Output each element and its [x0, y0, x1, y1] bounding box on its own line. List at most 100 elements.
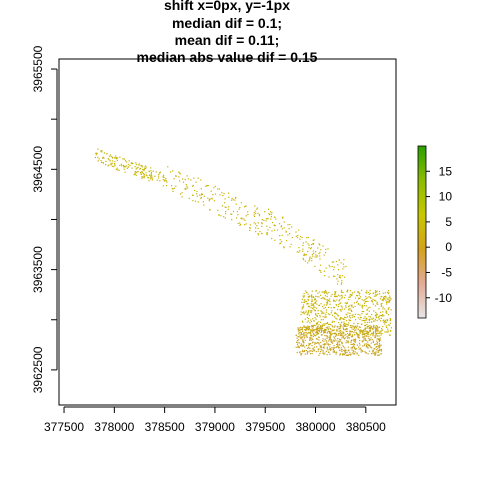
- data-point: [374, 314, 377, 316]
- data-point: [345, 333, 347, 335]
- data-point: [241, 217, 243, 219]
- data-point: [310, 247, 313, 249]
- data-point: [307, 320, 310, 322]
- data-point: [357, 335, 359, 338]
- data-point: [356, 300, 358, 302]
- data-point: [141, 176, 143, 178]
- data-point: [345, 305, 347, 307]
- data-point: [366, 332, 368, 334]
- data-point: [131, 167, 133, 169]
- data-point: [357, 328, 359, 330]
- data-point: [375, 293, 377, 296]
- data-point: [192, 184, 194, 186]
- data-point: [136, 167, 138, 169]
- data-point: [279, 235, 281, 237]
- data-point: [320, 294, 322, 296]
- data-point: [384, 319, 386, 321]
- data-point: [253, 222, 255, 224]
- data-point: [303, 344, 305, 346]
- data-point: [366, 327, 368, 329]
- data-point: [356, 294, 358, 297]
- data-point: [306, 237, 308, 239]
- data-point: [281, 234, 283, 236]
- x-axis: 377500 378000 378500 379000 379500 380000 3805…: [44, 406, 386, 434]
- data-point: [314, 298, 316, 300]
- data-point: [371, 339, 373, 341]
- x-tick-label: 378000: [94, 420, 134, 434]
- data-point: [368, 337, 370, 339]
- data-point: [283, 221, 285, 223]
- data-point: [326, 322, 329, 325]
- data-point: [320, 331, 322, 334]
- data-point: [368, 328, 370, 330]
- data-point: [387, 324, 389, 326]
- data-point: [313, 329, 315, 331]
- data-point: [305, 254, 307, 256]
- data-point: [354, 348, 356, 350]
- data-point: [312, 307, 314, 309]
- data-point: [103, 157, 105, 159]
- data-point: [349, 307, 351, 309]
- data-point: [330, 341, 332, 343]
- data-point: [314, 299, 316, 301]
- data-point: [313, 349, 315, 351]
- data-point: [348, 337, 350, 339]
- data-point: [139, 168, 141, 170]
- data-point: [377, 316, 379, 318]
- data-point: [364, 337, 366, 339]
- data-point: [334, 339, 336, 341]
- data-point: [333, 299, 335, 301]
- data-point: [133, 174, 135, 176]
- data-point: [378, 350, 380, 352]
- data-point: [375, 317, 377, 319]
- data-point: [237, 214, 239, 216]
- data-point: [368, 319, 370, 321]
- data-point: [178, 171, 180, 173]
- data-point: [308, 318, 310, 320]
- data-point: [386, 301, 388, 304]
- data-point: [94, 156, 96, 159]
- data-point: [352, 345, 355, 348]
- data-point: [335, 334, 337, 336]
- data-point: [383, 296, 385, 298]
- data-point: [299, 331, 301, 333]
- data-point: [306, 347, 309, 349]
- data-point: [378, 347, 380, 349]
- data-point: [154, 175, 156, 177]
- data-point: [363, 329, 365, 331]
- data-point: [315, 318, 317, 320]
- data-point: [388, 300, 390, 302]
- data-point: [344, 347, 346, 349]
- data-point: [310, 300, 313, 303]
- data-point: [170, 171, 172, 173]
- data-point: [308, 247, 310, 249]
- data-point: [325, 267, 327, 269]
- data-point: [239, 206, 241, 209]
- data-point: [364, 338, 366, 340]
- data-point: [313, 324, 315, 326]
- data-point: [333, 321, 335, 323]
- data-point: [97, 160, 99, 162]
- data-point: [110, 156, 112, 158]
- data-point: [326, 354, 328, 356]
- data-point: [323, 347, 325, 349]
- data-point: [306, 352, 308, 354]
- data-point: [148, 180, 150, 182]
- data-point: [259, 230, 261, 233]
- data-point: [347, 346, 349, 348]
- data-point: [323, 304, 325, 306]
- data-point: [231, 199, 233, 201]
- data-point: [165, 180, 167, 182]
- data-point: [350, 347, 352, 349]
- data-point: [381, 302, 383, 305]
- data-point: [318, 243, 320, 245]
- data-point: [337, 315, 339, 317]
- data-point: [303, 295, 306, 297]
- data-point: [351, 314, 353, 316]
- data-point: [370, 316, 372, 318]
- data-point: [339, 275, 341, 277]
- data-point: [302, 335, 304, 338]
- data-point: [321, 330, 323, 333]
- data-point: [369, 329, 371, 331]
- data-point: [225, 211, 227, 213]
